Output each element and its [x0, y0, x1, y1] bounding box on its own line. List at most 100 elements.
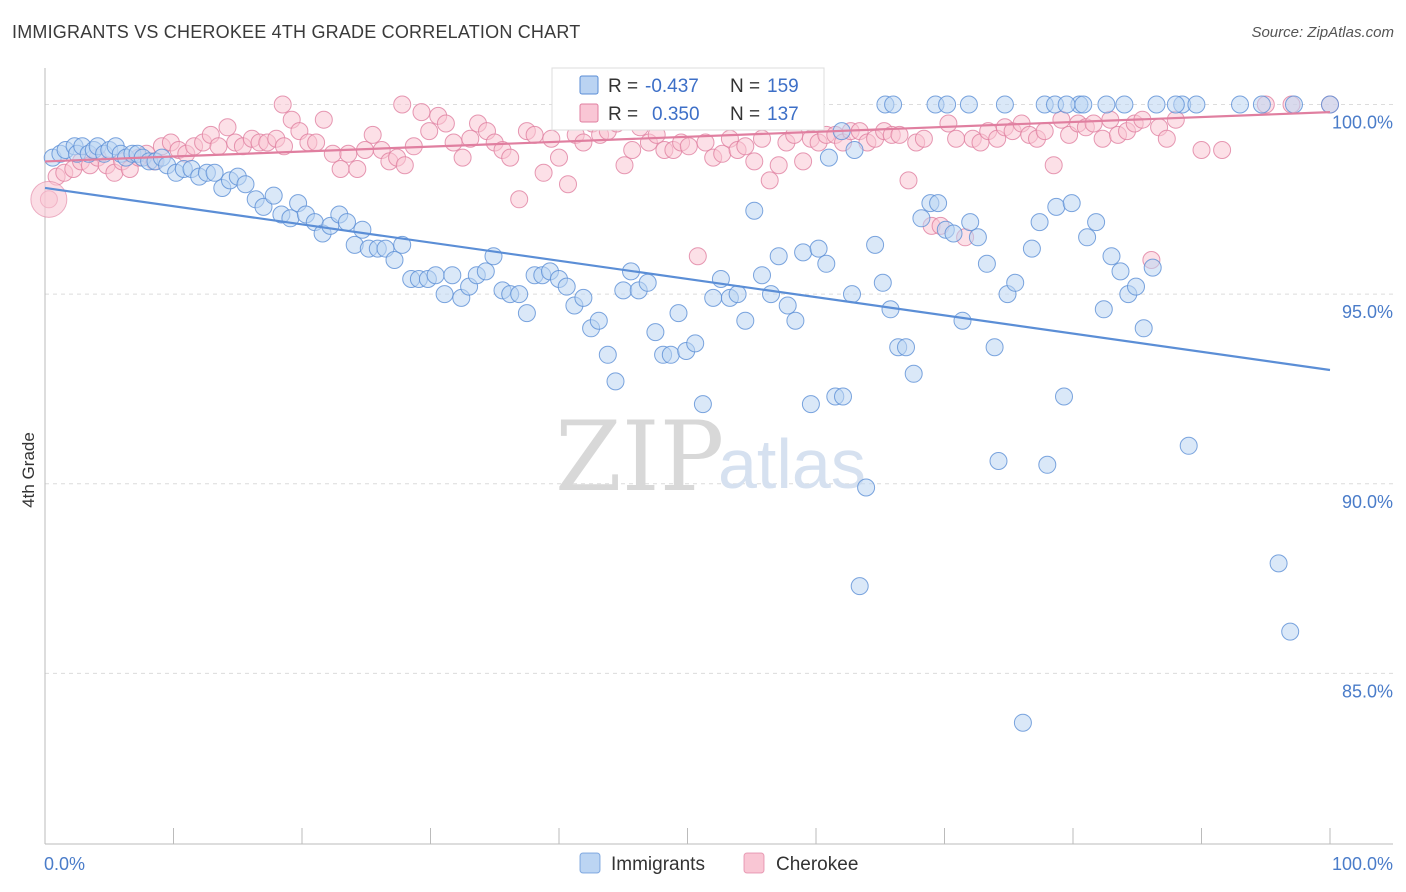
cherokee-point [501, 148, 520, 167]
cherokee-point [542, 129, 561, 148]
cherokee-point [348, 160, 367, 178]
immigrants-point [1102, 247, 1121, 266]
immigrants-point [393, 235, 412, 254]
cherokee-point [914, 129, 933, 148]
immigrants-point [1062, 194, 1081, 213]
legend-n-label-cherokee: N = [730, 104, 760, 125]
immigrants-point [1055, 387, 1073, 406]
cherokee-point [1157, 129, 1176, 148]
legend-n-label-immigrants: N = [730, 76, 760, 97]
cherokee-point [1044, 156, 1063, 175]
cherokee-point [307, 133, 326, 152]
immigrants-point [1087, 213, 1106, 232]
immigrants-point [850, 577, 869, 596]
cherokee-point [574, 133, 593, 152]
cherokee-point [1192, 141, 1211, 159]
immigrants-point [1078, 228, 1097, 247]
data-points [30, 95, 1339, 732]
cherokee-point [736, 137, 755, 156]
axes [44, 68, 1393, 845]
series-legend-label-immigrants: Immigrants [611, 854, 705, 875]
cherokee-trend-line [44, 111, 1331, 163]
immigrants-point [205, 163, 224, 182]
immigrants-point [1269, 554, 1288, 573]
immigrants-point [977, 254, 996, 273]
cherokee-point [1093, 129, 1112, 148]
series-legend: Immigrants Cherokee [579, 852, 858, 875]
cherokee-point [745, 152, 764, 171]
cherokee-point [623, 141, 642, 159]
immigrants-point [904, 364, 923, 383]
immigrants-point [1127, 277, 1145, 296]
immigrants-point [661, 345, 680, 364]
cherokee-point [688, 247, 707, 266]
y-axis-title: 4th Grade [19, 432, 38, 508]
immigrants-trend-line [44, 186, 1331, 372]
y-tick-label: 90.0% [1342, 492, 1393, 512]
chart-title: IMMIGRANTS VS CHEROKEE 4TH GRADE CORRELA… [12, 22, 581, 42]
cherokee-point [420, 122, 439, 141]
cherokee-point [1166, 110, 1185, 129]
immigrants-point [476, 262, 495, 281]
immigrants-point [843, 285, 861, 304]
immigrants-point [762, 285, 780, 304]
immigrants-point [778, 296, 797, 315]
watermark: ZIP atlas [555, 401, 866, 513]
immigrants-point [443, 266, 462, 285]
immigrants-point [264, 186, 283, 205]
tick-labels: 85.0% 90.0% 95.0% 100.0% 0.0% 100.0% [44, 113, 1393, 874]
immigrants-point [704, 288, 723, 307]
series-legend-swatch-immigrants [579, 852, 601, 874]
cherokee-point [461, 129, 480, 148]
immigrants-point [517, 304, 536, 323]
immigrants-point [866, 235, 885, 254]
series-legend-swatch-cherokee [743, 852, 765, 874]
cherokee-point [395, 156, 414, 175]
immigrants-point [1187, 95, 1206, 114]
immigrants-point [1006, 273, 1025, 292]
immigrants-point [385, 251, 404, 269]
immigrants-point [912, 209, 931, 228]
cherokee-point [510, 190, 529, 209]
immigrants-point [995, 95, 1014, 114]
cherokee-point [550, 148, 568, 167]
immigrants-point [1111, 262, 1130, 281]
x-tick-label-min: 0.0% [44, 854, 85, 874]
x-tick-label-max: 100.0% [1332, 854, 1393, 874]
immigrants-point [1281, 622, 1300, 641]
immigrants-point [606, 372, 625, 391]
cherokee-point [1213, 141, 1232, 159]
cherokee-point [760, 171, 779, 190]
immigrants-point [693, 395, 712, 414]
immigrants-point [1252, 95, 1271, 114]
cherokee-point [453, 148, 472, 167]
immigrants-point [857, 478, 876, 497]
immigrants-point [929, 194, 948, 213]
immigrants-point [1231, 95, 1249, 114]
immigrants-point [574, 288, 593, 307]
immigrants-point [959, 95, 978, 114]
immigrants-point [845, 141, 864, 159]
immigrants-point [728, 285, 747, 304]
immigrants-point [1030, 213, 1049, 232]
cherokee-point [436, 114, 455, 133]
immigrants-point [557, 277, 576, 296]
cherokee-point [769, 156, 788, 175]
cherokee-point [412, 103, 431, 122]
immigrants-point [794, 243, 813, 262]
immigrants-point [1166, 95, 1185, 114]
immigrants-point [1094, 300, 1113, 319]
immigrants-point [953, 311, 972, 330]
immigrants-point [873, 273, 892, 292]
cherokee-point [393, 95, 412, 114]
source-label: Source: ZipAtlas.com [1251, 24, 1394, 41]
immigrants-point [638, 273, 657, 292]
immigrants-point [338, 213, 356, 232]
immigrants-point [753, 266, 771, 285]
immigrants-point [817, 254, 836, 273]
cherokee-point [794, 152, 813, 171]
cherokee-point [1052, 110, 1071, 129]
y-tick-label: 95.0% [1342, 302, 1393, 322]
cherokee-point [1035, 122, 1054, 141]
series-legend-label-cherokee: Cherokee [776, 854, 858, 875]
